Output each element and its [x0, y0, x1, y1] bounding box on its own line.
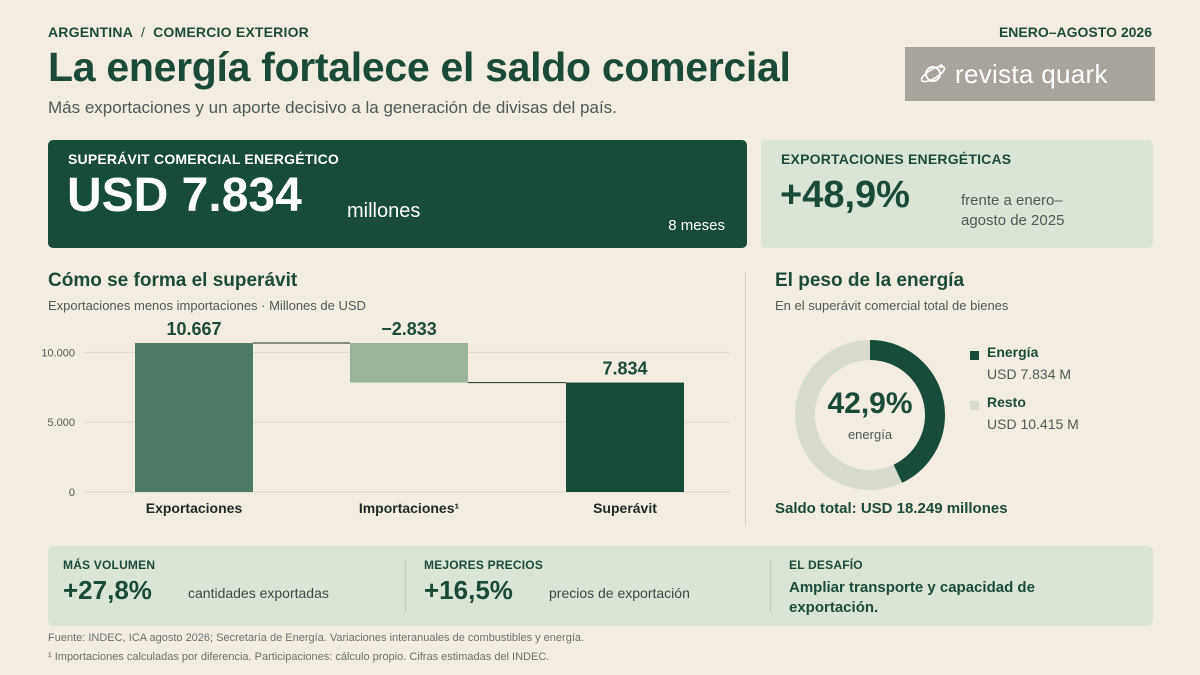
kpi-exports-note: frente a enero–agosto de 2025: [961, 192, 1065, 229]
logo: revista quark: [905, 47, 1155, 101]
page-subtitle: Más exportaciones y un aporte decisivo a…: [48, 98, 617, 117]
bottom-divider-2: [770, 560, 771, 612]
bottom-divider-1: [405, 560, 406, 612]
legend-swatch-energia: [970, 351, 979, 360]
donut-chart: 42,9% energía: [795, 340, 945, 490]
prices-label: MEJORES PRECIOS: [424, 558, 544, 572]
bar-data-label: 10.667: [166, 319, 221, 339]
waterfall-bar: [566, 382, 684, 492]
bottom-band: MÁS VOLUMEN +27,8% cantidades exportadas…: [48, 546, 1153, 626]
x-category-label: Superávit: [593, 500, 657, 516]
bar-data-label: 7.834: [602, 359, 647, 379]
donut-total: Saldo total: USD 18.249 millones: [775, 500, 1008, 517]
logo-text: revista quark: [955, 58, 1108, 89]
volume-note: cantidades exportadas: [188, 585, 329, 601]
kpi-exports-card: EXPORTACIONES ENERGÉTICAS +48,9% frente …: [761, 140, 1153, 248]
x-category-label: Exportaciones: [146, 500, 243, 516]
kpi-surplus-label: SUPERÁVIT COMERCIAL ENERGÉTICO: [68, 151, 339, 167]
y-tick-label: 0: [69, 487, 75, 499]
kpi-exports-label: EXPORTACIONES ENERGÉTICAS: [781, 151, 1012, 167]
donut-center-value: 42,9%: [827, 387, 912, 420]
waterfall-chart: 0 5.000 10.000 10.667 Exportaciones −2.833 Im…: [41, 319, 730, 516]
kpi-exports-value: +48,9%: [780, 174, 910, 216]
section-divider: [745, 272, 746, 526]
donut-title: El peso de la energía: [775, 270, 965, 291]
legend-name-resto: Resto: [987, 394, 1026, 410]
donut-subtitle: En el superávit comercial total de biene…: [775, 298, 1009, 313]
kpi-surplus-value: USD 7.834: [67, 169, 302, 222]
period-label: ENERO–AGOSTO 2026: [998, 24, 1152, 40]
x-category-label: Importaciones¹: [359, 500, 460, 516]
challenge-text: Ampliar transporte y capacidad de export…: [789, 579, 1035, 616]
kicker-topic: COMERCIO EXTERIOR: [153, 24, 309, 40]
volume-value: +27,8%: [63, 575, 152, 605]
waterfall-title: Cómo se forma el superávit: [48, 270, 298, 291]
waterfall-subtitle: Exportaciones menos importaciones · Mill…: [48, 298, 366, 313]
source-note: Fuente: INDEC, ICA agosto 2026; Secretar…: [48, 632, 585, 644]
legend-swatch-resto: [970, 401, 979, 410]
kpi-surplus-note: 8 meses: [668, 217, 725, 234]
kicker-separator: /: [141, 24, 146, 40]
kpi-surplus-card: SUPERÁVIT COMERCIAL ENERGÉTICO USD 7.834…: [48, 140, 747, 248]
y-tick-label: 10.000: [41, 347, 75, 359]
legend-name-energia: Energía: [987, 344, 1039, 360]
waterfall-bar: [350, 343, 468, 383]
bar-data-label: −2.833: [381, 319, 437, 339]
waterfall-bar: [135, 343, 253, 492]
challenge-label: EL DESAFÍO: [789, 558, 863, 572]
legend-value-resto: USD 10.415 M: [987, 416, 1079, 432]
volume-label: MÁS VOLUMEN: [63, 558, 156, 572]
page-title: La energía fortalece el saldo comercial: [48, 44, 791, 90]
legend-value-energia: USD 7.834 M: [987, 366, 1072, 382]
planet-icon: [920, 64, 946, 83]
kicker-country: ARGENTINA: [48, 24, 134, 40]
donut-slice-energia: [795, 340, 945, 490]
y-tick-label: 5.000: [47, 417, 75, 429]
prices-value: +16,5%: [424, 575, 513, 605]
donut-center-label: energía: [848, 427, 893, 442]
prices-note: precios de exportación: [549, 585, 690, 601]
kicker: ARGENTINA / COMERCIO EXTERIOR: [48, 24, 309, 40]
footnote: ¹ Importaciones calculadas por diferenci…: [48, 651, 550, 663]
kpi-surplus-unit: millones: [347, 200, 421, 222]
